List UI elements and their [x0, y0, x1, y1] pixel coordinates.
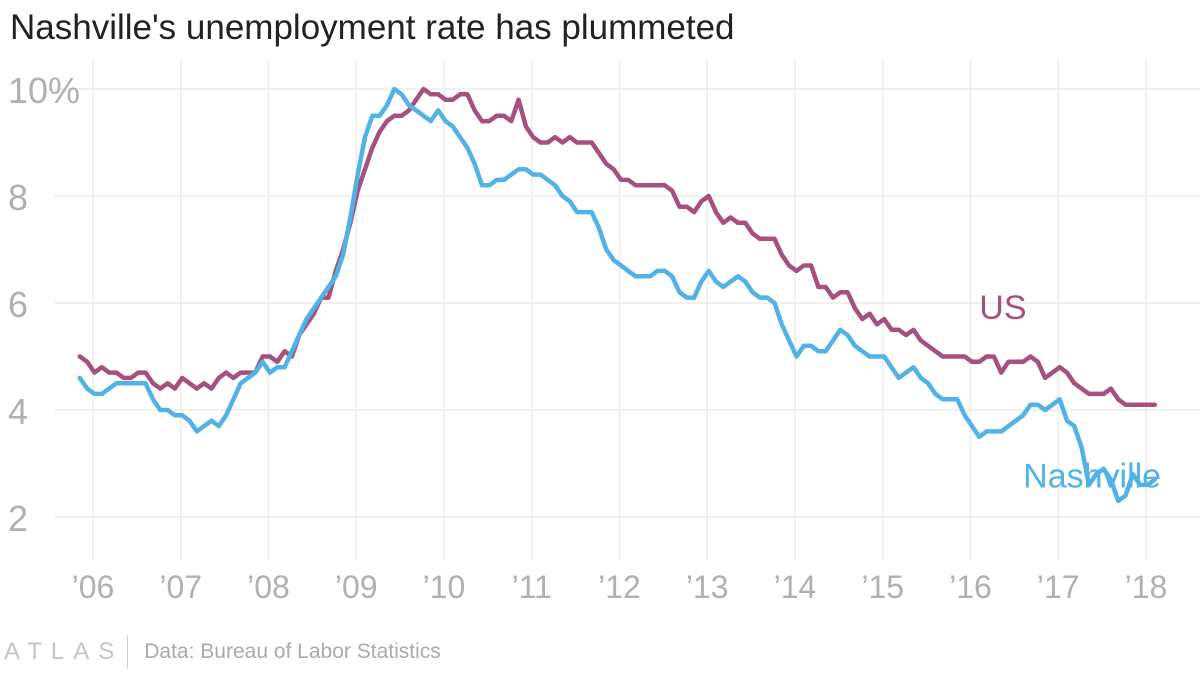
y-tick-label: 8	[8, 177, 28, 218]
x-tick-label: ’12	[598, 569, 641, 605]
x-axis-ticks: ’06 ’07 ’08 ’09 ’10 ’11 ’12 ’13 ’14 ’15 ’16 ’17 ’18	[72, 569, 1168, 605]
x-tick-label: ’10	[423, 569, 466, 605]
grid-lines	[55, 60, 1200, 560]
x-tick-label: ’11	[512, 569, 552, 605]
line-chart: 10% 8 6 4 2 ’06 ’07 ’08 ’09 ’10 ’11 ’12 ’13 ’14 ’15 ’1…	[8, 60, 1200, 605]
series-label-us: US	[979, 289, 1026, 327]
x-tick-label: ’06	[72, 569, 115, 605]
y-tick-label: 6	[8, 284, 28, 325]
series-line-us	[77, 86, 1158, 407]
series-lines	[77, 86, 1158, 504]
series-line-nashville	[77, 86, 1158, 504]
x-tick-label: ’16	[949, 569, 992, 605]
x-tick-label: ’08	[247, 569, 290, 605]
x-tick-label: ’13	[686, 569, 729, 605]
series-label-nashville: Nashville	[1023, 458, 1161, 496]
series-labels: US Nashville	[979, 289, 1161, 496]
x-tick-label: ’09	[335, 569, 378, 605]
chart-title: Nashville's unemployment rate has plumme…	[10, 8, 735, 47]
y-tick-label: 4	[8, 391, 28, 432]
x-tick-label: ’15	[861, 569, 904, 605]
x-tick-label: ’17	[1037, 569, 1080, 605]
y-tick-label: 10%	[8, 70, 80, 111]
x-tick-label: ’14	[774, 569, 817, 605]
atlas-logo[interactable]: ATLAS	[4, 638, 124, 665]
x-tick-label: ’18	[1125, 569, 1168, 605]
data-source: Data: Bureau of Labor Statistics	[144, 640, 441, 663]
footer-divider	[127, 635, 129, 669]
footer: ATLAS Data: Bureau of Labor Statistics	[0, 632, 700, 672]
y-axis-ticks: 10% 8 6 4 2	[8, 70, 80, 539]
x-tick-label: ’07	[159, 569, 202, 605]
y-tick-label: 2	[8, 498, 28, 539]
